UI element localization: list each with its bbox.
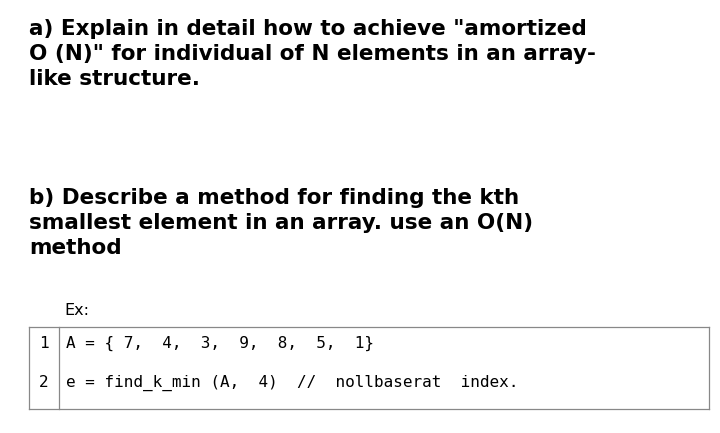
Text: e = find_k_min (A,  4)  //  nollbaserat  index.: e = find_k_min (A, 4) // nollbaserat ind… (66, 375, 518, 391)
Text: 1: 1 (39, 336, 49, 351)
Text: b) Describe a method for finding the kth
smallest element in an array. use an O(: b) Describe a method for finding the kth… (29, 188, 533, 258)
Text: a) Explain in detail how to achieve "amortized
O (N)" for individual of N elemen: a) Explain in detail how to achieve "amo… (29, 19, 595, 89)
Text: A = { 7,  4,  3,  9,  8,  5,  1}: A = { 7, 4, 3, 9, 8, 5, 1} (66, 336, 374, 351)
Text: 2: 2 (39, 375, 49, 390)
Text: Ex:: Ex: (65, 303, 90, 318)
